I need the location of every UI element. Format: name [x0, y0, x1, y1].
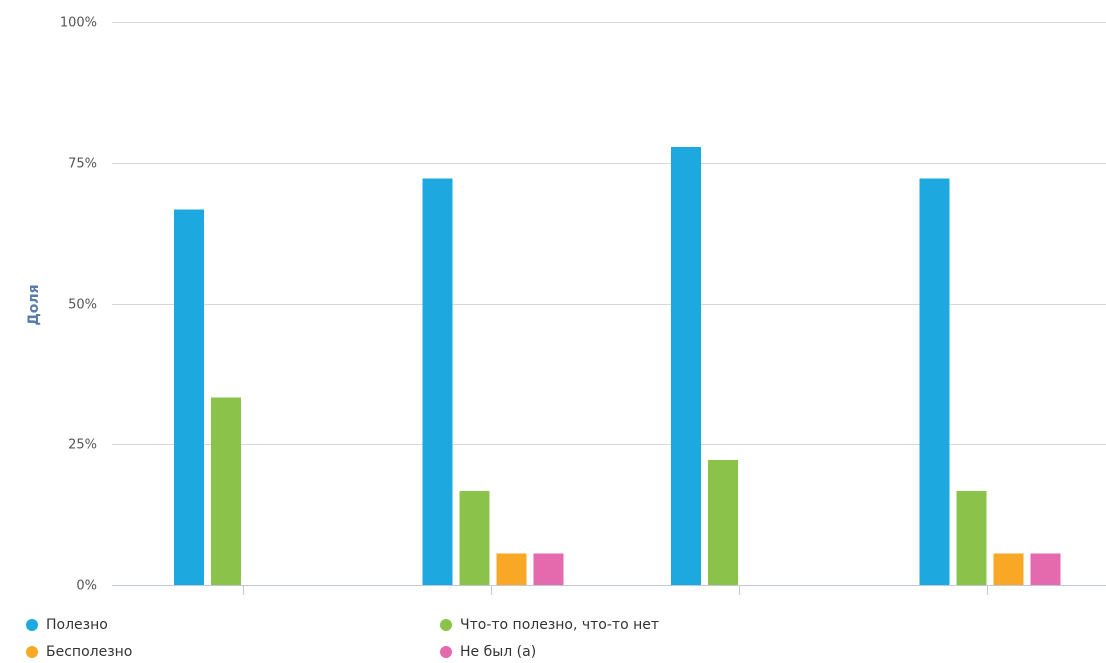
bar-series-2-group-2[interactable] [459, 491, 490, 585]
y-tick-label: 0% [76, 579, 97, 594]
legend-item-partly-useful[interactable]: Что-то полезно, что-то нет [440, 615, 659, 635]
y-tick-label: 75% [68, 157, 97, 172]
bar-series-1-group-2[interactable] [422, 178, 453, 586]
y-tick-label: 100% [60, 16, 97, 31]
legend-dot-icon [440, 646, 452, 658]
y-axis-title: Доля [26, 284, 42, 325]
bar-series-1-group-4[interactable] [919, 178, 950, 586]
legend-label: Не был (а) [460, 644, 537, 660]
bar-series-2-group-4[interactable] [956, 491, 987, 585]
y-tick-label: 50% [68, 298, 97, 313]
bar-series-4-group-4[interactable] [1030, 553, 1061, 586]
bar-chart: 0% 25% 50% 75% 100% Доля [26, 16, 1106, 595]
bar-series-2-group-3[interactable] [708, 460, 738, 585]
y-tick-label: 25% [68, 438, 97, 453]
legend-label: Полезно [46, 617, 108, 633]
x-axis-ticks [243, 585, 988, 595]
bar-series-2-group-1[interactable] [211, 397, 241, 586]
legend-item-useful[interactable]: Полезно [26, 615, 108, 635]
legend-dot-icon [26, 646, 38, 658]
legend-label: Бесполезно [46, 644, 133, 660]
bar-series-1-group-3[interactable] [671, 147, 701, 585]
bar-series-1-group-1[interactable] [174, 209, 204, 586]
legend-item-useless[interactable]: Бесполезно [26, 642, 132, 662]
bar-series-4-group-2[interactable] [533, 553, 564, 586]
y-axis-tick-labels: 0% 25% 50% 75% 100% [60, 16, 97, 594]
bar-series-3-group-4[interactable] [993, 553, 1024, 586]
legend: Полезно Что-то полезно, что-то нет Беспо… [0, 612, 1106, 663]
bars [174, 147, 1061, 585]
legend-dot-icon [440, 619, 452, 631]
legend-label: Что-то полезно, что-то нет [460, 617, 660, 633]
legend-dot-icon [26, 619, 38, 631]
bar-series-3-group-2[interactable] [496, 553, 527, 586]
legend-item-absent[interactable]: Не был (а) [440, 642, 536, 662]
